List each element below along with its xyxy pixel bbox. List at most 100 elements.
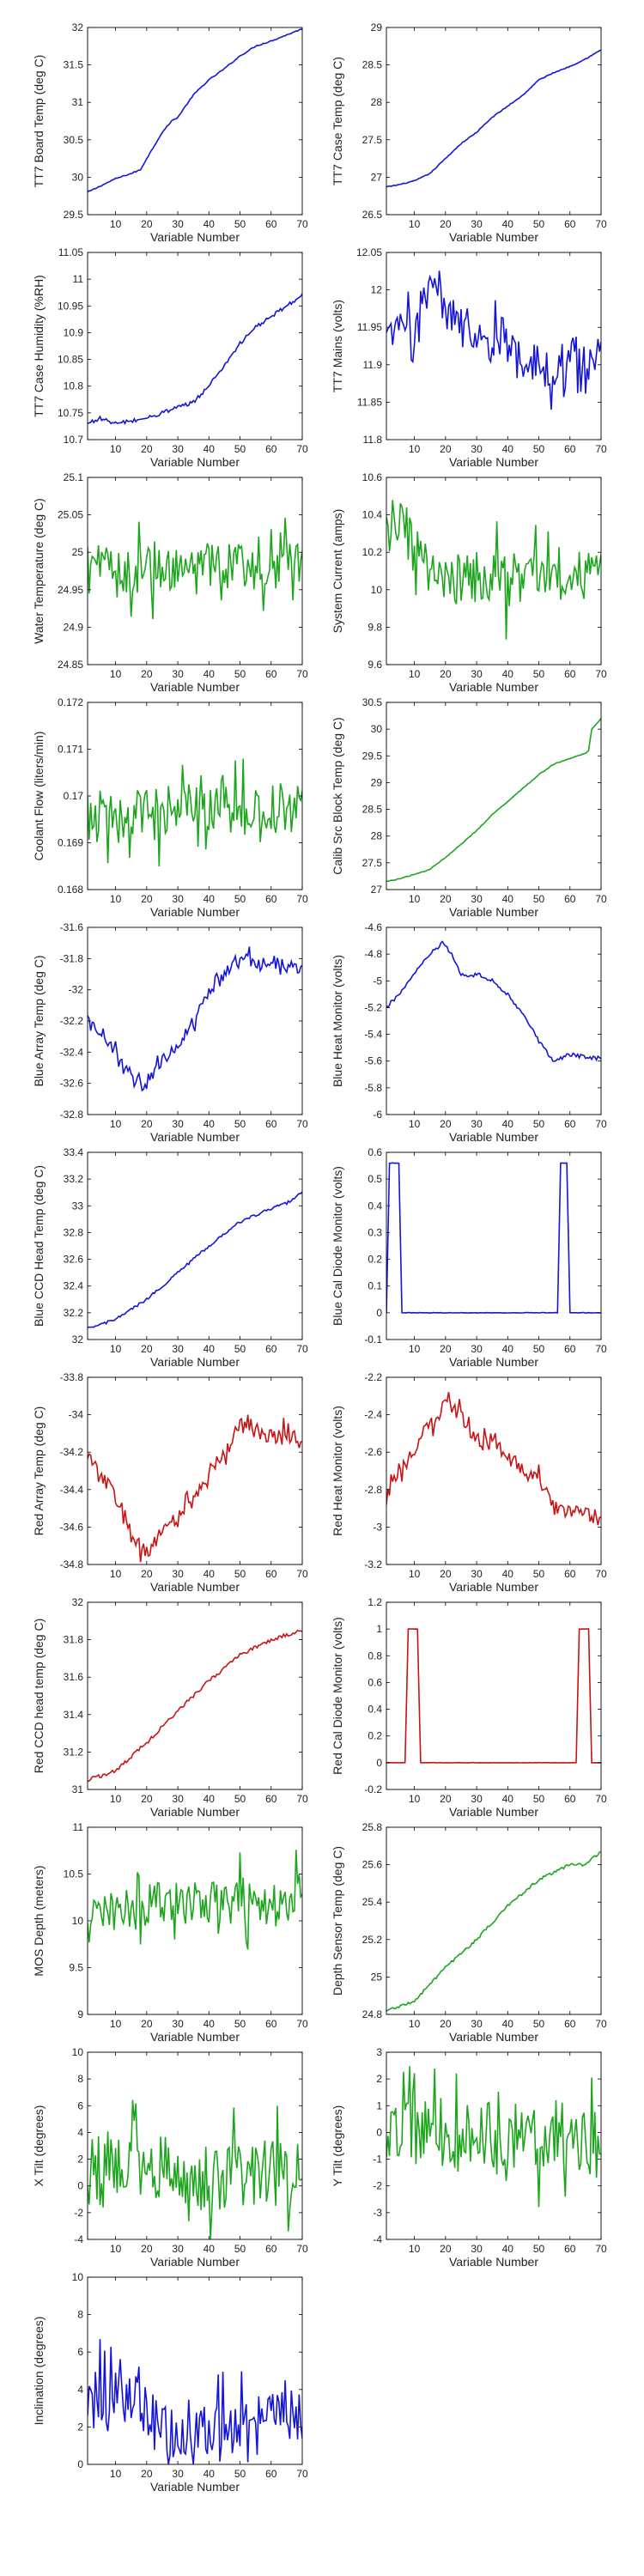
y-axis-label: Blue Heat Monitor (volts) bbox=[331, 955, 344, 1087]
y-tick-label: 9 bbox=[77, 2008, 83, 2020]
y-tick-label: -2 bbox=[373, 2180, 382, 2192]
x-tick-label: 20 bbox=[440, 668, 452, 680]
y-tick-label: -5.6 bbox=[364, 1055, 382, 1067]
x-tick-label: 20 bbox=[440, 2243, 452, 2255]
x-tick-label: 10 bbox=[409, 1793, 421, 1805]
x-axis-label: Variable Number bbox=[449, 1580, 538, 1594]
x-axis-label: Variable Number bbox=[449, 2030, 538, 2044]
x-axis-label: Variable Number bbox=[150, 1805, 240, 1819]
y-tick-label: -32.8 bbox=[60, 1109, 84, 1121]
chart-panel-16: -0.2 0 0.2 0.4 0.6 0.8 1 1.2 10 20 30 40 50 60 70 Varia… bbox=[331, 1596, 607, 1819]
y-axis-label: Red Heat Monitor (volts) bbox=[331, 1406, 344, 1536]
y-tick-label: 25.2 bbox=[362, 1934, 383, 1946]
x-tick-label: 10 bbox=[409, 218, 421, 230]
y-axis-label: Red CCD head temp (deg C) bbox=[32, 1619, 46, 1774]
x-tick-label: 20 bbox=[141, 2243, 153, 2255]
y-tick-label: 25.4 bbox=[362, 1896, 383, 1908]
y-tick-label: 27 bbox=[371, 171, 383, 183]
x-tick-label: 20 bbox=[440, 1343, 452, 1355]
plot-frame bbox=[87, 1601, 303, 1790]
x-tick-label: 70 bbox=[296, 1793, 308, 1805]
x-tick-label: 50 bbox=[234, 443, 246, 455]
y-tick-label: 31.4 bbox=[64, 1709, 84, 1721]
y-tick-label: 1 bbox=[376, 1623, 382, 1635]
x-axis-label: Variable Number bbox=[449, 1355, 538, 1369]
x-tick-label: 20 bbox=[141, 2468, 153, 2480]
x-tick-label: 30 bbox=[471, 1343, 483, 1355]
x-tick-label: 40 bbox=[204, 1343, 216, 1355]
y-tick-label: -31.6 bbox=[60, 921, 84, 933]
series-line bbox=[386, 1392, 601, 1526]
x-axis-label: Variable Number bbox=[449, 2255, 538, 2269]
x-tick-label: 30 bbox=[471, 2243, 483, 2255]
x-tick-label: 50 bbox=[234, 2243, 246, 2255]
y-tick-label: 27.5 bbox=[362, 134, 383, 146]
x-tick-label: 50 bbox=[533, 1343, 545, 1355]
x-tick-label: 40 bbox=[204, 2018, 216, 2030]
y-tick-label: 30.5 bbox=[362, 696, 383, 708]
plot-frame bbox=[87, 477, 303, 665]
x-tick-label: 40 bbox=[502, 443, 514, 455]
plot-frame bbox=[386, 927, 602, 1115]
x-tick-label: 60 bbox=[564, 668, 576, 680]
y-tick-label: -2 bbox=[74, 2207, 83, 2219]
series-line bbox=[386, 2066, 601, 2208]
y-tick-label: 11 bbox=[73, 273, 84, 285]
y-tick-label: 11.95 bbox=[357, 321, 382, 333]
x-axis-label: Variable Number bbox=[150, 2030, 240, 2044]
y-axis-label: TT7 Board Temp (deg C) bbox=[32, 55, 46, 188]
series-line bbox=[88, 293, 302, 426]
series-line bbox=[88, 517, 302, 619]
x-tick-label: 30 bbox=[471, 1793, 483, 1805]
plot-frame bbox=[87, 702, 303, 890]
x-tick-label: 30 bbox=[172, 1793, 184, 1805]
y-tick-label: 25 bbox=[72, 546, 84, 558]
x-tick-label: 50 bbox=[533, 2243, 545, 2255]
x-tick-label: 60 bbox=[564, 893, 576, 905]
x-tick-label: 60 bbox=[564, 2018, 576, 2030]
x-tick-label: 60 bbox=[564, 443, 576, 455]
y-tick-label: 31.2 bbox=[64, 1746, 84, 1758]
x-tick-label: 10 bbox=[110, 668, 122, 680]
x-tick-label: 20 bbox=[440, 1568, 452, 1580]
x-tick-label: 60 bbox=[265, 2018, 277, 2030]
y-tick-label: -3 bbox=[373, 1521, 382, 1533]
x-axis-label: Variable Number bbox=[449, 455, 538, 469]
y-tick-label: 26.5 bbox=[362, 209, 383, 221]
x-tick-label: 70 bbox=[595, 893, 607, 905]
x-tick-label: 20 bbox=[141, 1568, 153, 1580]
x-tick-label: 30 bbox=[471, 668, 483, 680]
y-tick-label: 4 bbox=[77, 2384, 83, 2396]
y-tick-label: 32.2 bbox=[64, 1307, 84, 1319]
y-tick-label: -32.6 bbox=[60, 1078, 84, 1090]
x-tick-label: 20 bbox=[141, 443, 153, 455]
x-tick-label: 30 bbox=[172, 2468, 184, 2480]
x-tick-label: 60 bbox=[265, 2468, 277, 2480]
y-axis-label: TT7 Case Humidity (%RH) bbox=[32, 275, 46, 417]
x-tick-label: 30 bbox=[172, 1118, 184, 1130]
x-tick-label: 70 bbox=[595, 668, 607, 680]
series-line bbox=[88, 1629, 302, 1783]
x-tick-label: 40 bbox=[502, 2018, 514, 2030]
y-tick-label: 0.4 bbox=[368, 1200, 382, 1212]
chart-panel-11: 32 32.2 32.4 32.6 32.8 33 33.2 33.4 10 20 30 40 50 60… bbox=[32, 1146, 308, 1369]
y-tick-label: -4.8 bbox=[364, 948, 382, 960]
series-line bbox=[88, 946, 302, 1092]
x-tick-label: 40 bbox=[204, 668, 216, 680]
plot-frame bbox=[386, 1151, 602, 1340]
chart-panel-15: 31 31.2 31.4 31.6 31.8 32 10 20 30 40 50 60 70 Variab… bbox=[32, 1596, 308, 1819]
y-tick-label: 0.168 bbox=[58, 884, 83, 896]
y-tick-label: 10.75 bbox=[58, 407, 83, 419]
x-axis-label: Variable Number bbox=[449, 230, 538, 244]
y-axis-label: Blue CCD Head Temp (deg C) bbox=[32, 1165, 46, 1327]
x-tick-label: 50 bbox=[234, 1568, 246, 1580]
x-axis-label: Variable Number bbox=[150, 1130, 240, 1144]
y-tick-label: -3 bbox=[373, 2207, 382, 2219]
x-axis-label: Variable Number bbox=[150, 230, 240, 244]
y-tick-label: 10 bbox=[72, 2046, 84, 2058]
y-tick-label: -5.8 bbox=[364, 1082, 382, 1094]
x-tick-label: 50 bbox=[533, 1568, 545, 1580]
y-axis-label: Blue Array Temp (deg C) bbox=[32, 955, 46, 1086]
chart-panel-21: 0 2 4 6 8 10 10 20 30 40 50 60 70 Variable Number Incl… bbox=[32, 2271, 308, 2494]
x-tick-label: 60 bbox=[265, 1568, 277, 1580]
